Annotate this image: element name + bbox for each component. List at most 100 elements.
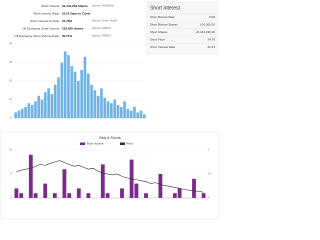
- bar: [177, 188, 182, 198]
- bar: [67, 193, 72, 198]
- legend-label: Price: [127, 142, 134, 146]
- bar: [30, 105, 34, 118]
- bar: [129, 110, 133, 118]
- bar: [27, 103, 31, 118]
- bar: [116, 105, 120, 118]
- bar: [120, 188, 124, 198]
- bar: [53, 84, 57, 118]
- y-tick-label: 30: [9, 60, 12, 64]
- bar: [110, 103, 113, 118]
- bar: [192, 178, 196, 198]
- bar: [19, 193, 24, 198]
- line: [16, 160, 204, 193]
- y2-tick-label: 0.5: [208, 172, 212, 176]
- bar: [172, 193, 177, 198]
- bar: [28, 154, 33, 198]
- panel-value: 24,444,216.00: [196, 30, 216, 34]
- legend-label: Short Volume: [87, 142, 104, 146]
- summary-label: Off Exchange Short Volume Ratio:: [14, 34, 60, 38]
- y-tick-label: 0: [11, 116, 13, 120]
- bar: [57, 77, 60, 118]
- summary-label: Short Interest:: [41, 4, 60, 8]
- summary-value: 50.71%: [62, 34, 73, 38]
- summary-value: 24.76%: [62, 19, 73, 23]
- summary-value: 24,444,216 Shares: [62, 4, 88, 8]
- bar: [113, 99, 116, 118]
- y-tick-label: 40: [9, 42, 12, 46]
- bar: [77, 81, 80, 118]
- panel-value: 100,000.00: [200, 22, 215, 26]
- y2-tick-label: 1: [208, 148, 210, 152]
- bar: [47, 88, 50, 118]
- y-tick-label: 10: [9, 97, 12, 101]
- legend-swatch: [120, 142, 125, 145]
- bar: [40, 99, 44, 118]
- bar: [123, 101, 126, 118]
- panel-value: 0.00: [209, 15, 215, 19]
- bar: [67, 55, 70, 118]
- bar: [133, 106, 136, 118]
- summary-value: 21.51 Days to Cover: [62, 11, 91, 15]
- bar: [33, 193, 38, 198]
- summary-label: Short Interest Ratio:: [33, 11, 60, 15]
- bar: [73, 71, 77, 118]
- bar: [60, 62, 64, 118]
- panel-label: Short Float: [150, 37, 165, 41]
- bar: [24, 106, 27, 118]
- panel-label: Short Interest Rate: [150, 45, 176, 49]
- summary-label: Short Interest % Float:: [30, 19, 60, 23]
- bar: [103, 97, 107, 118]
- bar: [158, 174, 163, 198]
- bar: [144, 193, 148, 198]
- panel: [146, 1, 219, 55]
- panel-label: Short Shares: [150, 30, 168, 34]
- bar: [20, 108, 24, 118]
- bar: [70, 66, 74, 118]
- bar: [50, 93, 54, 118]
- y-tick-label: 0: [11, 196, 13, 200]
- bar: [63, 51, 67, 118]
- summary-note: (source: FINRA): [92, 34, 111, 38]
- y2-tick-label: 0: [208, 196, 210, 200]
- summary-note: (source: NASDAQ): [92, 4, 114, 8]
- y-tick-label: 20: [9, 79, 12, 83]
- bar: [17, 110, 21, 118]
- summary-value: 152,425 shares: [62, 26, 84, 30]
- bar: [86, 73, 90, 118]
- bar: [83, 56, 87, 118]
- bar: [44, 92, 47, 118]
- bar: [100, 164, 105, 198]
- bar: [143, 114, 146, 118]
- y-tick-label: 10: [9, 148, 12, 152]
- bar: [14, 112, 17, 118]
- bar: [43, 183, 48, 198]
- bar: [86, 193, 91, 198]
- bar: [14, 188, 19, 198]
- bar: [136, 112, 140, 118]
- bar: [90, 84, 93, 118]
- chart-title: Bids & Shorts: [99, 136, 120, 140]
- bar: [34, 101, 37, 118]
- bar: [93, 90, 97, 118]
- legend-swatch: [80, 142, 85, 145]
- panel-label: Short Borrow Shares: [150, 22, 178, 26]
- bar: [100, 88, 103, 118]
- summary-note: (source: Ortex, Fintel): [92, 19, 117, 23]
- bar: [139, 110, 143, 118]
- panel-title: Short Interest: [150, 5, 181, 11]
- bar: [37, 95, 41, 118]
- bar: [119, 106, 123, 118]
- panel-value: 21.51: [207, 45, 215, 49]
- chart-frame: [0, 131, 220, 220]
- bar: [106, 101, 110, 118]
- page: Short Interest: 24,444,216 Shares (source:…: [0, 1, 220, 220]
- summary-note: (source: FINRA): [92, 26, 111, 30]
- bar: [62, 169, 67, 198]
- y-tick-label: 5: [11, 172, 13, 176]
- bar: [76, 188, 81, 198]
- panel-label: Short Borrow Rate: [150, 15, 175, 19]
- panel-value: 24.76: [207, 37, 215, 41]
- bar: [52, 193, 57, 198]
- summary-label: Off Exchange Short Volume:: [22, 26, 60, 30]
- bar: [105, 193, 110, 198]
